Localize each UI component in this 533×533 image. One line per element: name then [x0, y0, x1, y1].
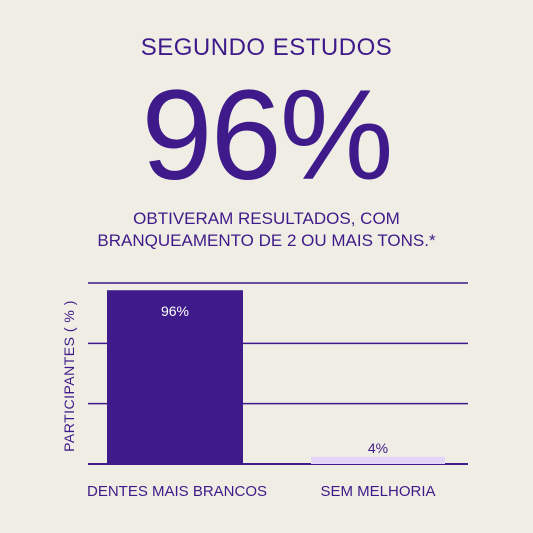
- category-label: SEM MELHORIA: [320, 483, 435, 500]
- category-labels: DENTES MAIS BRANCOS SEM MELHORIA: [87, 483, 436, 500]
- description-line-2: BRANQUEAMENTO DE 2 OU MAIS TONS.*: [97, 231, 436, 250]
- description-text: OBTIVERAM RESULTADOS, COM BRANQUEAMENTO …: [0, 208, 533, 252]
- bars: [107, 290, 445, 464]
- bar-value-label: 4%: [368, 440, 388, 456]
- y-axis-label: PARTICIPANTES ( % ): [61, 300, 77, 452]
- headline-percentage: 96%: [141, 64, 393, 207]
- bar-dentes-mais-brancos: [107, 290, 243, 464]
- description-line-1: OBTIVERAM RESULTADOS, COM: [133, 209, 400, 228]
- bar-value-label: 96%: [161, 303, 189, 319]
- bar-sem-melhoria: [311, 456, 445, 464]
- bar-labels: 96% 4%: [161, 303, 388, 456]
- category-label: DENTES MAIS BRANCOS: [87, 483, 267, 500]
- subtitle-top: SEGUNDO ESTUDOS: [140, 34, 393, 61]
